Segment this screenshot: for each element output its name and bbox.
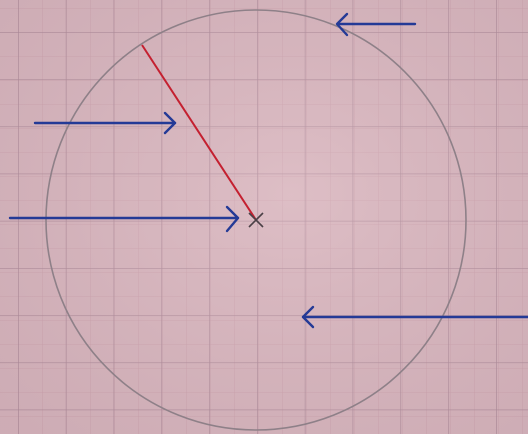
graph-paper-photo	[0, 0, 528, 434]
page: {}	[0, 0, 528, 434]
